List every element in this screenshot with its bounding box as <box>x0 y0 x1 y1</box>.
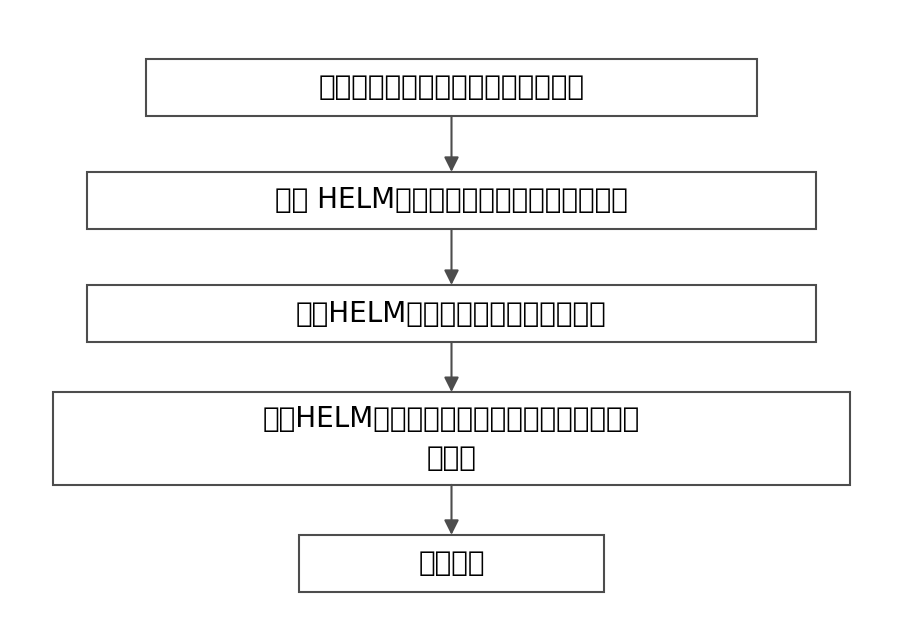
Bar <box>87 285 815 342</box>
Text: 输出结果: 输出结果 <box>418 549 484 577</box>
Bar <box>87 172 815 229</box>
Text: 利用HELM计算配电网网损对各节点注入功率的
灵敏度: 利用HELM计算配电网网损对各节点注入功率的 灵敏度 <box>262 405 640 472</box>
Text: 利用 HELM进行配电网无功补偿前潮流计算: 利用 HELM进行配电网无功补偿前潮流计算 <box>275 187 627 215</box>
Bar <box>52 392 850 485</box>
Text: 输入配电网网络结构参数和负荷参数: 输入配电网网络结构参数和负荷参数 <box>318 73 584 101</box>
Text: 利用HELM计算配电网节点电压灵敏度: 利用HELM计算配电网节点电压灵敏度 <box>296 299 606 327</box>
Bar <box>146 59 756 116</box>
Bar <box>299 535 603 592</box>
